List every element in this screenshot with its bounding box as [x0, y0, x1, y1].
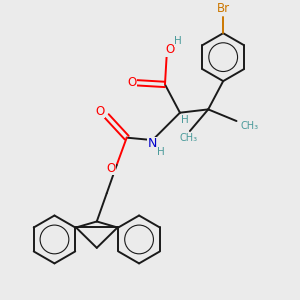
Text: CH₃: CH₃ [179, 133, 197, 143]
Text: H: H [174, 36, 182, 46]
Text: N: N [148, 137, 157, 150]
Text: Br: Br [217, 2, 230, 15]
Text: H: H [157, 147, 165, 157]
Text: H: H [181, 115, 189, 125]
Text: O: O [127, 76, 136, 89]
Text: O: O [95, 104, 105, 118]
Text: O: O [106, 162, 116, 175]
Text: CH₃: CH₃ [241, 121, 259, 131]
Text: O: O [165, 43, 175, 56]
